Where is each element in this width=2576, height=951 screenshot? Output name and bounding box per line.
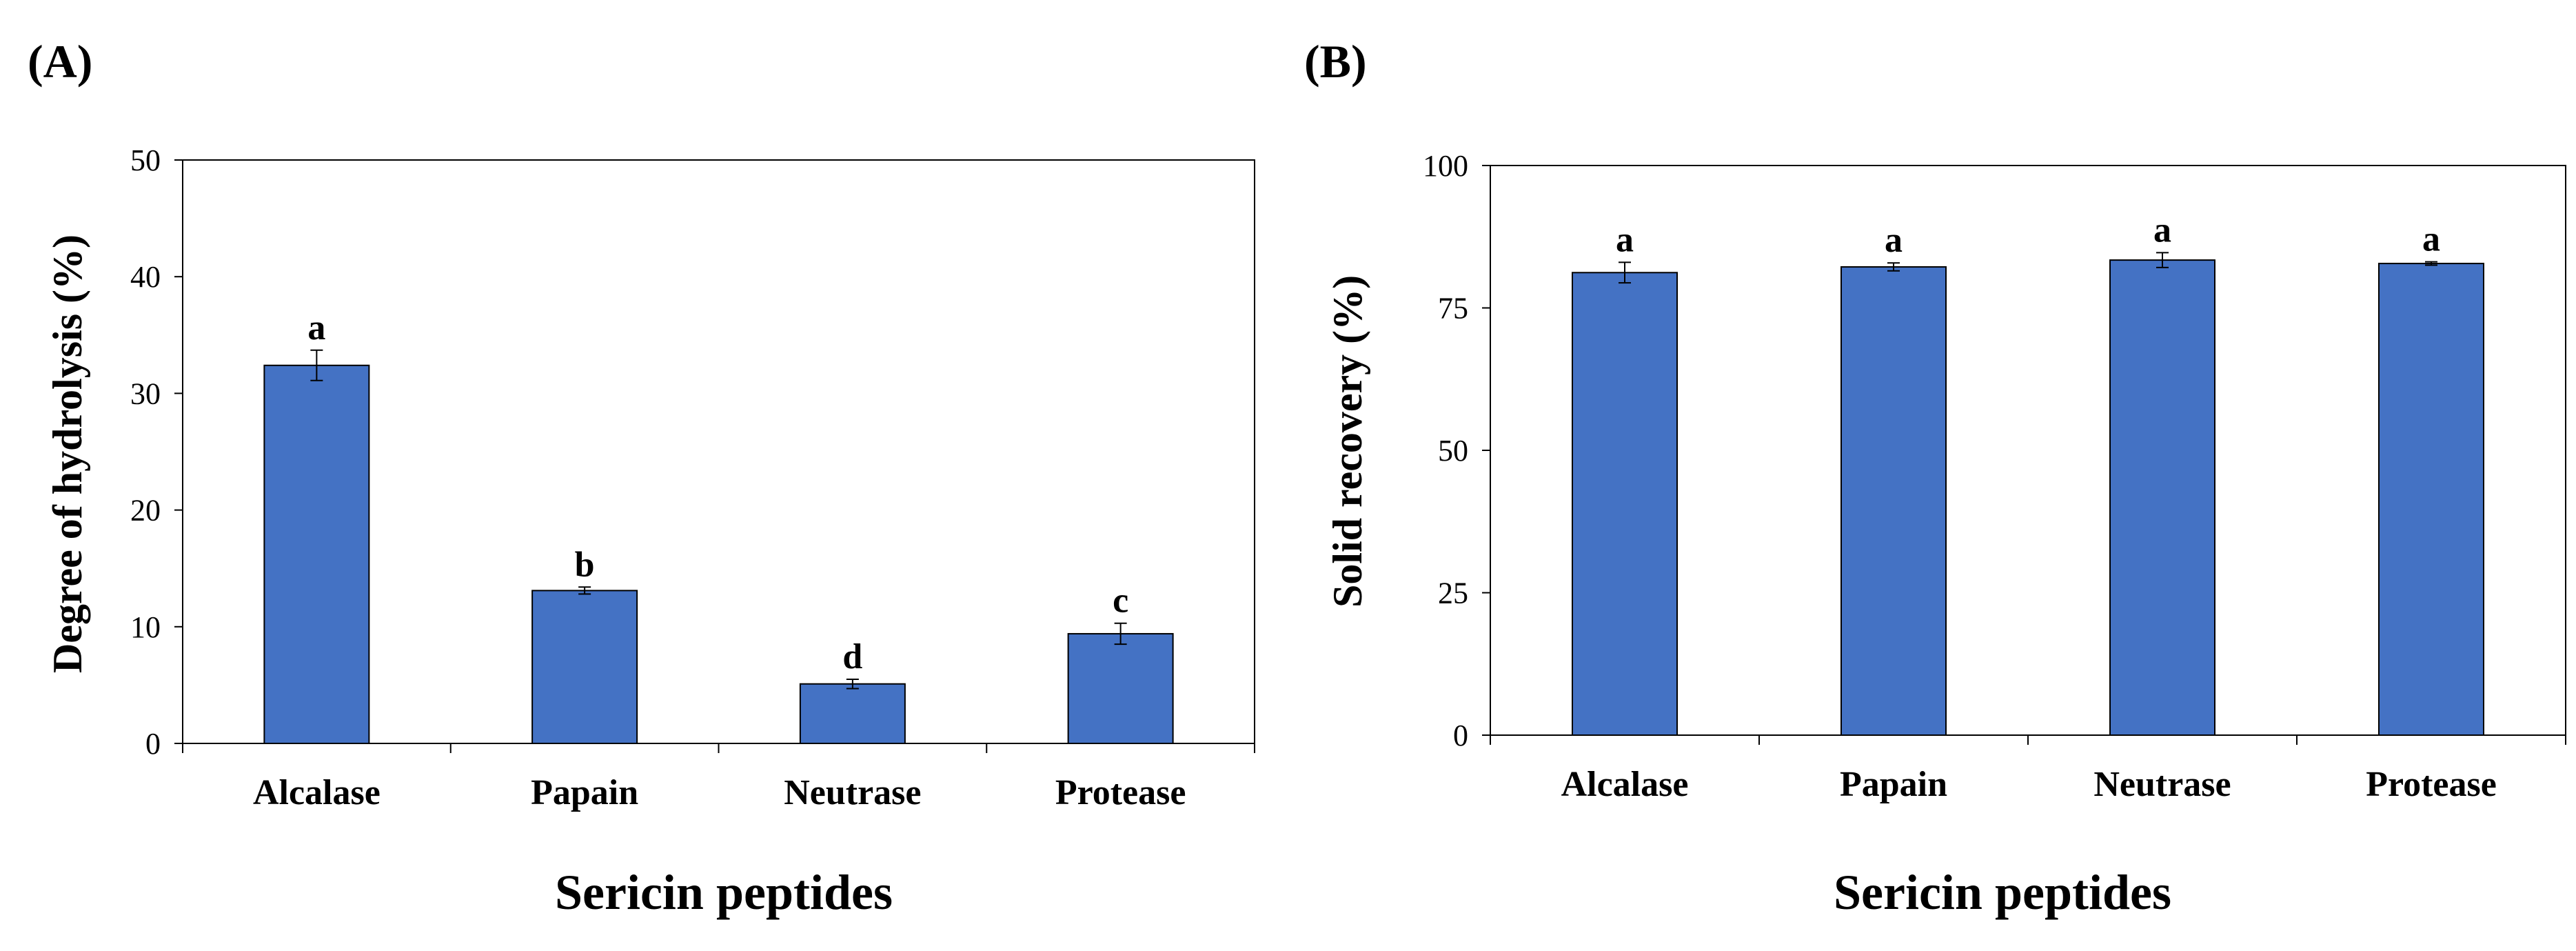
panel-a-category-label: Neutrase: [784, 773, 921, 812]
panel-b-bar-protease: [2378, 263, 2484, 736]
panel-a-bar-neutrase: [799, 683, 906, 745]
panel-b-category-label: Protease: [2366, 765, 2497, 804]
panel-a-ytick-label: 10: [130, 610, 161, 644]
panel-a-category-label: Alcalase: [253, 773, 381, 812]
panel-b-bar-neutrase: [2109, 259, 2215, 736]
panel-b-category-label: Alcalase: [1561, 765, 1689, 804]
panel-b-significance-letter: a: [1616, 220, 1634, 259]
panel-a-bar-protease: [1067, 632, 1174, 745]
panel-b-ytick-label: 100: [1423, 149, 1468, 183]
panel-a-significance-letter: b: [575, 545, 595, 584]
panel-b-ytick-label: 50: [1438, 434, 1468, 468]
panel-a-bar-alcalase: [263, 364, 370, 744]
panel-b-category-label: Neutrase: [2093, 765, 2231, 804]
panel-b-ytick-label: 25: [1438, 577, 1468, 610]
panel-b-ylabel: Solid recovery (%): [1325, 275, 1370, 608]
panel-b-label: (B): [1304, 35, 1367, 88]
panel-b-ytick-label: 0: [1453, 719, 1468, 752]
panel-a-ytick-label: 50: [130, 143, 161, 177]
panel-a-ytick-label: 40: [130, 260, 161, 294]
panel-b-significance-letter: a: [1885, 221, 1903, 260]
panel-a-category-label: Papain: [531, 773, 638, 812]
panel-a-plot: 0 10 20 30 40 50 a Alcalase b Papain d Neutrase c Pro…: [130, 143, 1255, 812]
panel-b-bar-alcalase: [1572, 272, 1678, 736]
panel-a-xlabel: Sericin peptides: [555, 865, 893, 920]
panel-a-significance-letter: d: [842, 637, 862, 677]
panel-b-significance-letter: a: [2153, 210, 2171, 250]
panel-b-ytick-label: 75: [1438, 292, 1468, 326]
panel-b-xlabel: Sericin peptides: [1834, 865, 2171, 920]
panel-a-category-label: Protease: [1055, 773, 1186, 812]
panel-b-bar-papain: [1840, 266, 1947, 736]
panel-b-significance-letter: a: [2422, 220, 2440, 259]
panel-a-ytick-label: 0: [145, 727, 161, 761]
panel-a-bar-papain: [531, 590, 638, 745]
panel-a-significance-letter: a: [307, 308, 325, 348]
panel-b-category-label: Papain: [1840, 765, 1947, 804]
panel-a-label: (A): [28, 35, 92, 88]
panel-a-ytick-label: 30: [130, 377, 161, 410]
panel-a-ytick-label: 20: [130, 494, 161, 528]
panel-b-plot: 0 25 50 75 100 a Alcalase a Papain a Neutrase a Prot…: [1423, 149, 2566, 804]
panel-a-significance-letter: c: [1113, 581, 1128, 621]
panel-a-ylabel: Degree of hydrolysis (%): [45, 234, 90, 673]
